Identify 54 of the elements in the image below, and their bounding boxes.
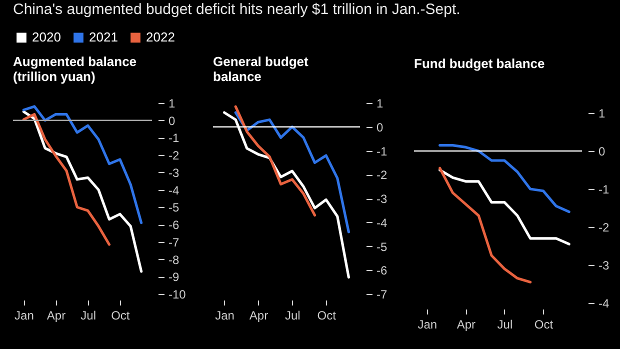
y-tick-label: -2 [598, 220, 610, 234]
y-tick-label: 1 [168, 96, 176, 110]
legend-label: 2022 [146, 30, 175, 45]
x-tick-label: Jan [14, 308, 34, 322]
y-tick-label: -4 [376, 216, 388, 230]
x-tick-label: Oct [111, 308, 130, 322]
y-tick-label: -3 [168, 166, 180, 180]
y-tick-label: -7 [168, 235, 180, 250]
y-tick-label: 1 [376, 96, 384, 110]
chart-title: Fund budget balance [414, 56, 545, 71]
y-tick-label: -6 [168, 218, 180, 232]
y-tick-label: -9 [168, 270, 180, 284]
y-tick-label: -5 [376, 240, 388, 254]
line-series [438, 144, 570, 214]
y-tick-label: -1 [598, 182, 610, 196]
x-tick-label: Jul [497, 318, 513, 332]
x-tick-label: Apr [46, 308, 66, 322]
y-tick-label: -1 [168, 131, 180, 146]
x-tick-label: Oct [317, 308, 337, 322]
y-tick-label: -7 [376, 288, 388, 302]
line-series [22, 105, 143, 224]
x-tick-label: Oct [534, 318, 554, 332]
y-tick-label: -3 [598, 258, 610, 272]
x-tick-label: Jul [284, 308, 300, 322]
line-series [22, 110, 143, 273]
y-tick-label: -2 [376, 168, 388, 182]
y-tick-label: -2 [168, 148, 180, 163]
y-tick-label: 0 [168, 114, 176, 128]
legend-label: 2020 [32, 30, 61, 45]
x-tick-label: Jul [80, 308, 96, 322]
y-tick-label: -1 [376, 144, 388, 158]
y-tick-label: -5 [168, 200, 180, 215]
y-tick-label: 0 [376, 120, 384, 134]
x-tick-label: Apr [249, 308, 268, 322]
y-tick-label: -6 [376, 264, 388, 278]
line-series [234, 111, 350, 234]
y-tick-label: -3 [376, 192, 388, 206]
y-tick-label: -8 [168, 252, 180, 267]
line-series [22, 112, 111, 246]
legend-label: 2021 [89, 30, 118, 45]
x-tick-label: Jan [418, 318, 438, 332]
y-tick-label: 0 [598, 144, 606, 158]
line-series [438, 166, 532, 284]
y-tick-label: -10 [168, 288, 186, 302]
y-tick-label: -4 [168, 183, 180, 198]
chart-subtitle: Augmented balance (trillion yuan) [13, 54, 137, 84]
x-tick-label: Jan [215, 308, 234, 322]
y-tick-label: 1 [598, 106, 606, 120]
x-tick-label: Apr [456, 318, 476, 332]
y-tick-label: -4 [598, 296, 610, 310]
line-series [438, 168, 570, 246]
text: China's augmented budget deficit hits nearly $1 trillion in Jan.-Sept. [13, 1, 460, 18]
chart-title: General budget balance [213, 54, 310, 84]
line-series [234, 105, 316, 217]
